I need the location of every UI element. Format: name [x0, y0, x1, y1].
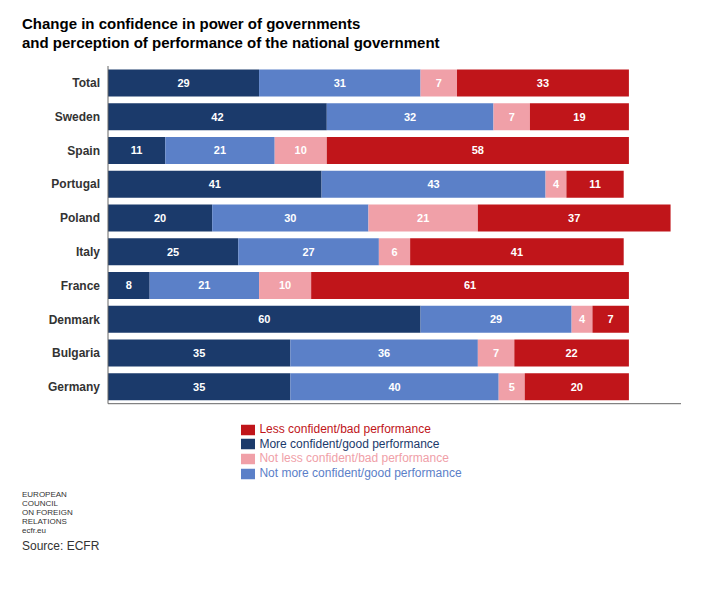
html-text:Source: ECFR: Source: ECFR — [22, 539, 100, 553]
html-text:and perception of performance: and perception of performance of the nat… — [22, 34, 440, 51]
svg-text:40: 40 — [388, 381, 400, 393]
svg-text:21: 21 — [417, 212, 429, 224]
svg-text:Total: Total — [72, 76, 100, 90]
svg-text:19: 19 — [573, 111, 585, 123]
svg-text:France: France — [61, 279, 101, 293]
svg-text:60: 60 — [258, 313, 270, 325]
svg-text:43: 43 — [427, 178, 439, 190]
svg-text:20: 20 — [154, 212, 166, 224]
html-text:Not more confident/good perfor: Not more confident/good performance — [259, 466, 462, 481]
svg-text:11: 11 — [131, 144, 143, 156]
svg-text:31: 31 — [334, 77, 346, 89]
html-text:Less confident/bad performance: Less confident/bad performance — [259, 421, 431, 436]
svg-text:Spain: Spain — [67, 144, 100, 158]
svg-text:29: 29 — [490, 313, 502, 325]
svg-text:41: 41 — [209, 178, 221, 190]
svg-text:Germany: Germany — [48, 380, 100, 394]
html-text:Not less confident/bad perform: Not less confident/bad performance — [259, 451, 449, 466]
svg-text:10: 10 — [279, 279, 291, 291]
svg-text:25: 25 — [167, 246, 179, 258]
svg-text:Poland: Poland — [60, 211, 100, 225]
svg-text:Bulgaria: Bulgaria — [52, 346, 100, 360]
svg-text:61: 61 — [464, 279, 476, 291]
svg-text:33: 33 — [537, 77, 549, 89]
svg-text:4: 4 — [553, 178, 560, 190]
svg-text:32: 32 — [404, 111, 416, 123]
svg-text:20: 20 — [571, 381, 583, 393]
svg-text:7: 7 — [493, 347, 499, 359]
svg-text:22: 22 — [565, 347, 577, 359]
svg-text:10: 10 — [295, 144, 307, 156]
svg-text:35: 35 — [193, 347, 205, 359]
svg-text:21: 21 — [198, 279, 210, 291]
svg-text:41: 41 — [511, 246, 523, 258]
html-text:Change in confidence in power: Change in confidence in power of governm… — [22, 15, 361, 32]
svg-text:58: 58 — [472, 144, 484, 156]
svg-text:21: 21 — [214, 144, 226, 156]
svg-text:7: 7 — [509, 111, 515, 123]
svg-text:7: 7 — [436, 77, 442, 89]
svg-text:5: 5 — [509, 381, 515, 393]
svg-text:42: 42 — [211, 111, 223, 123]
svg-text:27: 27 — [302, 246, 314, 258]
svg-text:Denmark: Denmark — [49, 313, 101, 327]
svg-text:6: 6 — [391, 246, 397, 258]
svg-text:36: 36 — [378, 347, 390, 359]
html-text:More confident/good performanc: More confident/good performance — [259, 436, 440, 451]
svg-text:11: 11 — [589, 178, 601, 190]
svg-text:29: 29 — [177, 77, 189, 89]
svg-text:35: 35 — [193, 381, 205, 393]
svg-text:Portugal: Portugal — [51, 177, 100, 191]
html-text:EUROPEAN COUNCIL ON FOREIGN RE: EUROPEAN COUNCIL ON FOREIGN RELATIONS ec… — [22, 490, 73, 535]
svg-text:8: 8 — [126, 279, 132, 291]
svg-text:4: 4 — [579, 313, 586, 325]
svg-text:7: 7 — [608, 313, 614, 325]
svg-text:Italy: Italy — [76, 245, 100, 259]
svg-text:37: 37 — [568, 212, 580, 224]
svg-text:Sweden: Sweden — [55, 110, 100, 124]
svg-text:30: 30 — [284, 212, 296, 224]
